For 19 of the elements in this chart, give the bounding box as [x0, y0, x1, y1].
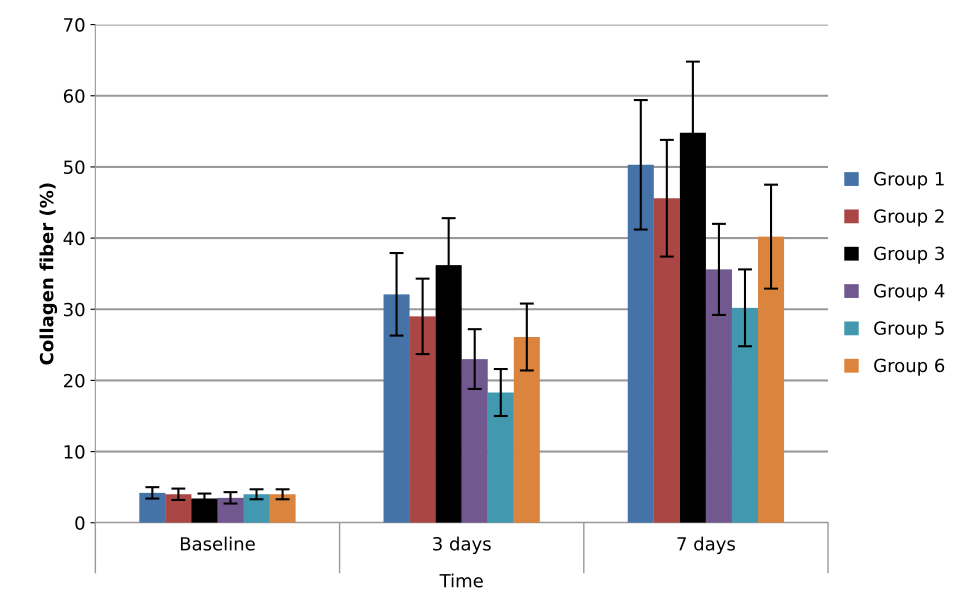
y-axis-title: Collagen fiber (%) — [39, 183, 58, 365]
x-axis-title: Time — [440, 574, 483, 588]
y-tick-label: 40 — [64, 232, 84, 246]
y-tick-label: 60 — [64, 89, 84, 103]
legend-label: Group 1 — [874, 172, 944, 190]
x-tick-label: 7 days — [677, 536, 735, 554]
y-tick-label: 20 — [64, 374, 84, 388]
y-tick-label: 70 — [64, 18, 84, 32]
y-tick-label: 10 — [64, 445, 84, 459]
legend-label: Group 6 — [874, 358, 944, 376]
legend-label: Group 3 — [874, 246, 944, 264]
x-tick-label: 3 days — [433, 536, 491, 554]
legend-label: Group 5 — [874, 321, 944, 338]
y-tick-label: 0 — [75, 516, 84, 530]
y-tick-label: 50 — [64, 160, 84, 174]
legend-label: Group 4 — [874, 284, 944, 302]
x-tick-label: Baseline — [180, 536, 255, 551]
legend-label: Group 2 — [874, 209, 944, 226]
y-tick-label: 30 — [64, 302, 84, 316]
